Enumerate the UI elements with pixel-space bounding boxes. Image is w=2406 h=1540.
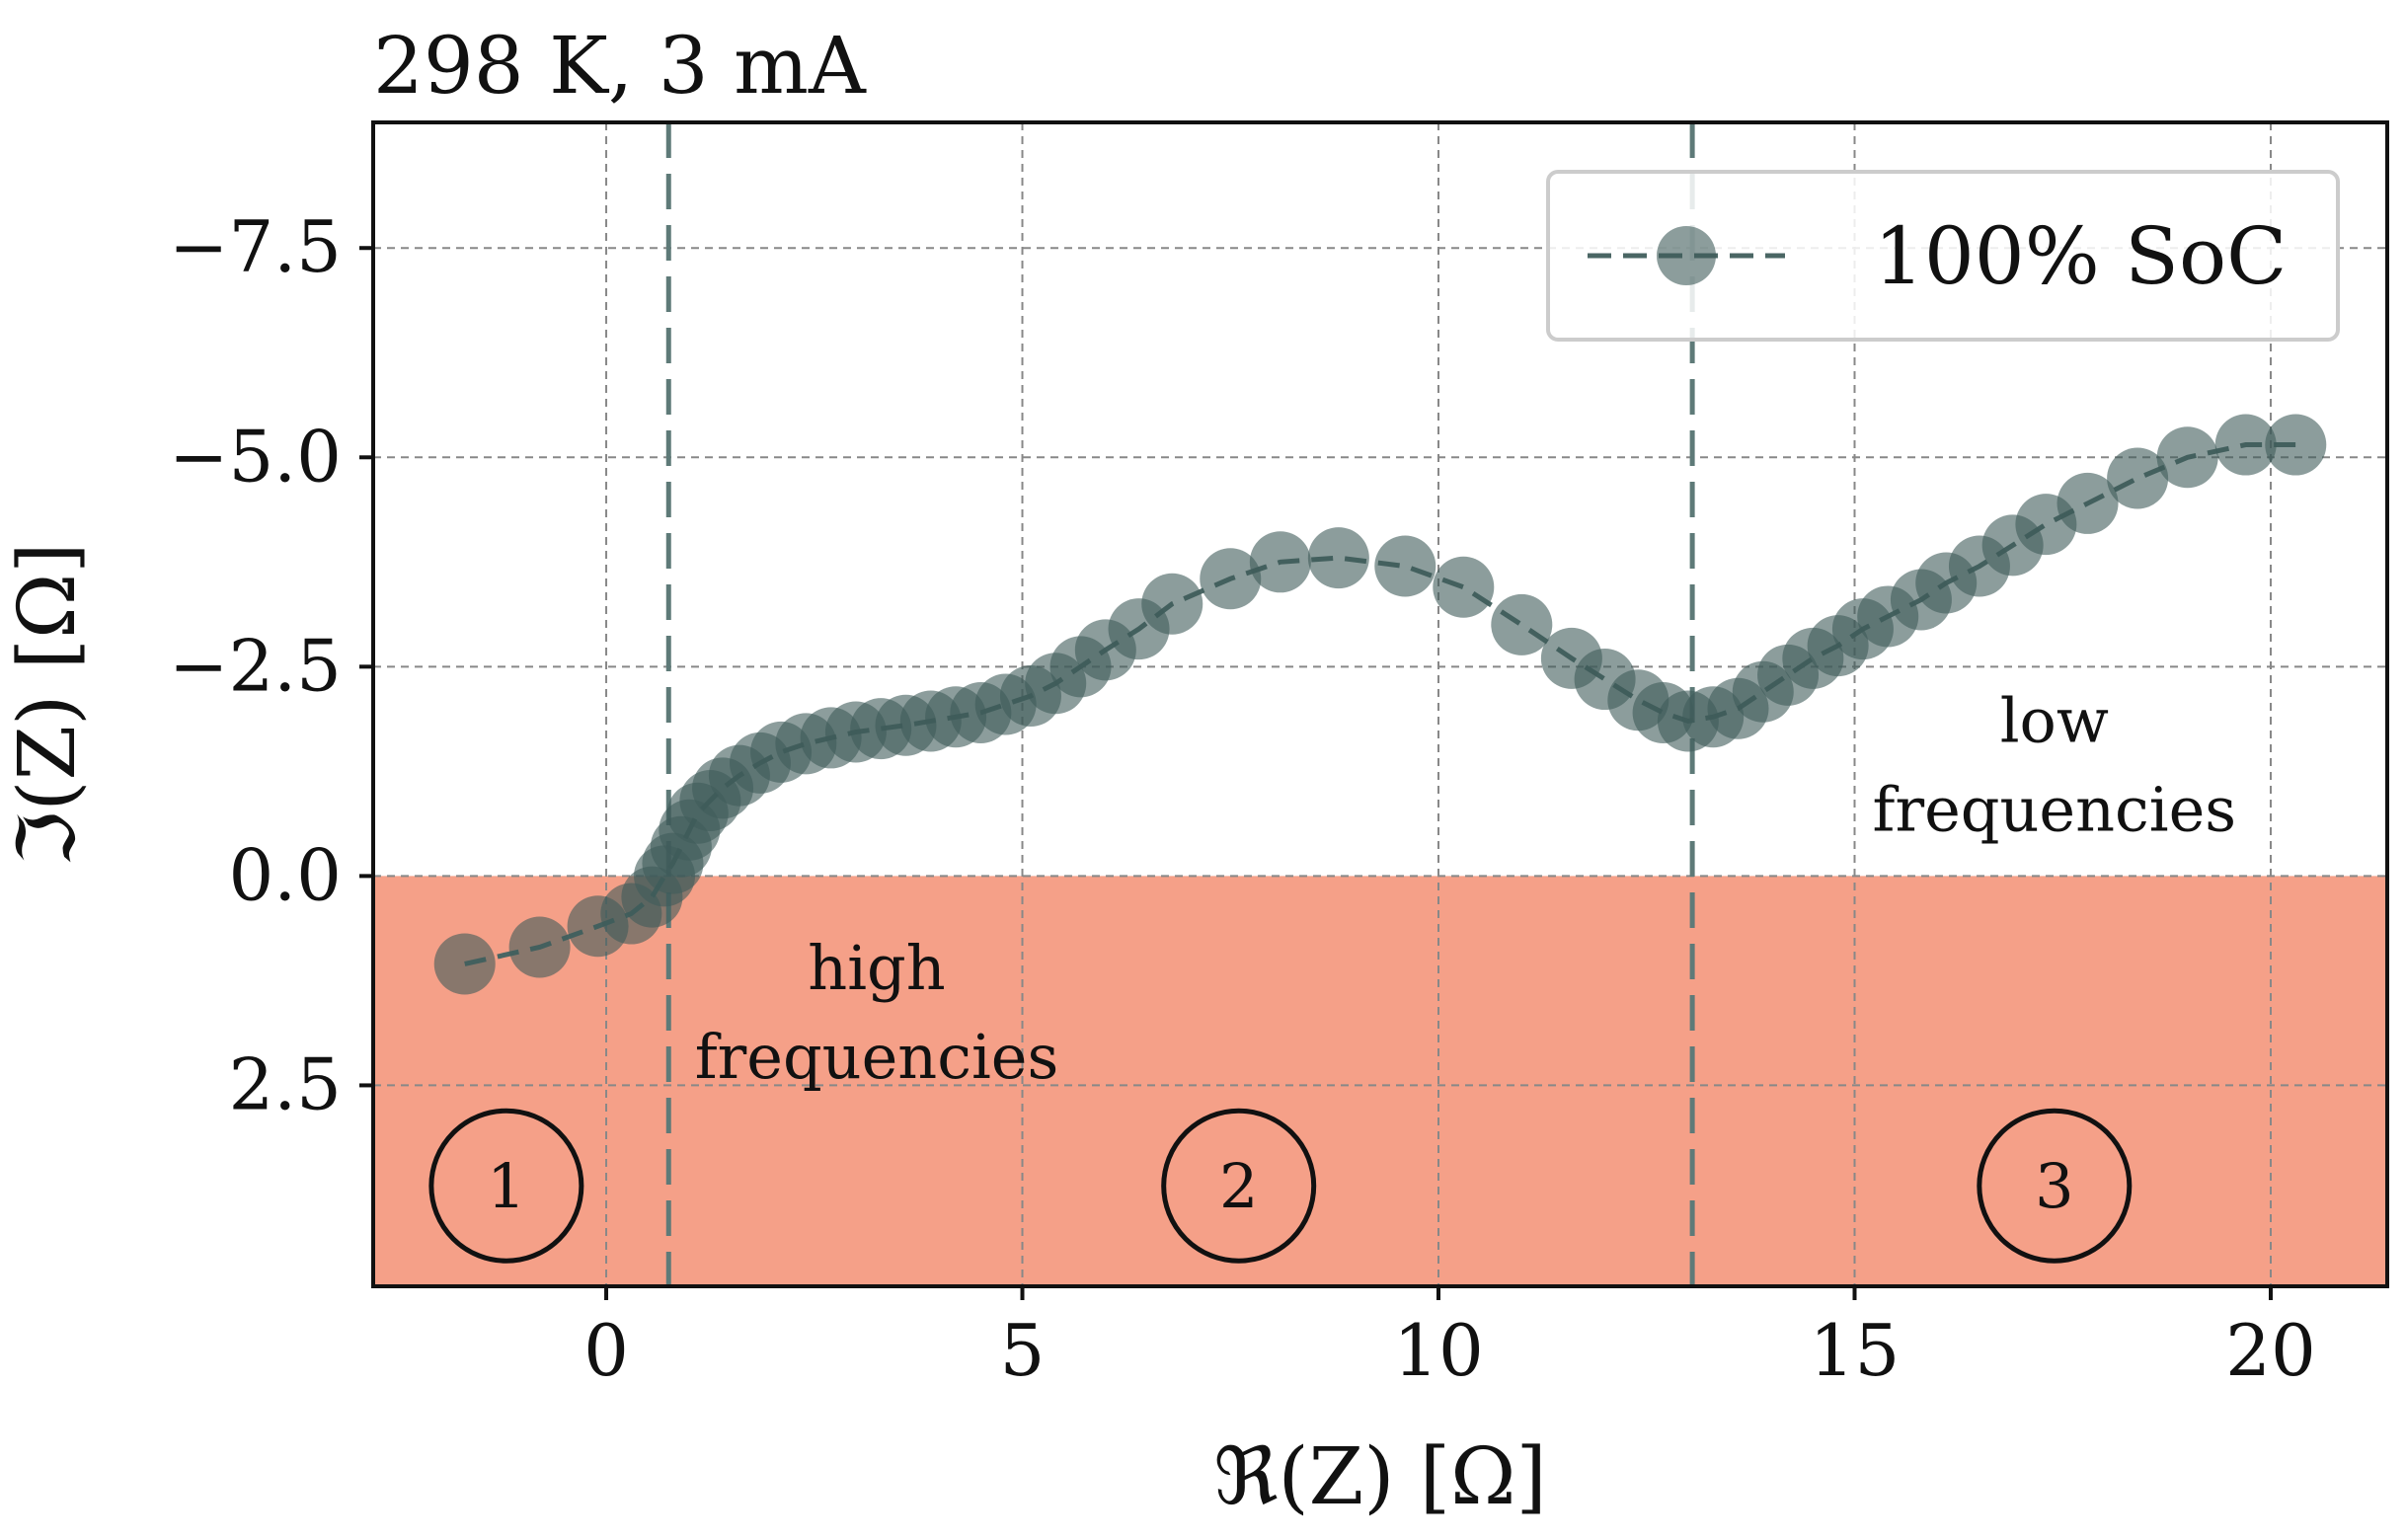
chart-title: 298 K, 3 mA	[373, 20, 867, 112]
data-point	[2156, 426, 2218, 489]
plot-frame	[371, 120, 2389, 1288]
x-axis-ticks: 0 5 10 15 20	[583, 1286, 2316, 1392]
region-marker-circle	[1161, 1108, 1317, 1264]
annotation-line: high	[808, 932, 945, 1004]
region-marker-label: 1	[487, 1150, 525, 1222]
x-tick-label: 20	[2225, 1309, 2316, 1392]
annotation-text: low frequencies	[1873, 685, 2237, 846]
data-point	[508, 916, 571, 978]
annotation-line: frequencies	[695, 1021, 1059, 1093]
y-tick-label: −2.5	[169, 624, 342, 707]
region-marker-label: 2	[1219, 1150, 1258, 1222]
series-100-soc	[433, 414, 2327, 995]
data-point	[1491, 593, 1553, 655]
region-marker-circle	[428, 1108, 584, 1264]
legend-label: 100% SoC	[1874, 210, 2287, 302]
annotation-line: frequencies	[1873, 774, 2237, 846]
y-tick-label: −7.5	[169, 205, 342, 288]
region-marker-circle	[1977, 1108, 2133, 1264]
region-marker-label: 3	[2035, 1150, 2073, 1222]
data-point	[2214, 414, 2277, 476]
x-tick-label: 10	[1393, 1309, 1484, 1392]
legend: 100% SoC	[1546, 170, 2340, 342]
y-tick-label: 0.0	[228, 833, 342, 916]
x-tick-label: 15	[1810, 1309, 1901, 1392]
data-point	[1200, 548, 1262, 610]
data-point	[1374, 535, 1436, 597]
data-point	[1141, 573, 1203, 635]
region-markers: 1 2 3	[428, 1108, 2133, 1264]
legend-box	[1546, 170, 2340, 342]
data-point	[2107, 447, 2169, 509]
y-tick-label: 2.5	[228, 1042, 342, 1125]
data-point	[1249, 531, 1311, 593]
annotation-line: low	[2000, 685, 2109, 757]
y-axis-ticks: −7.5 −5.0 −2.5 0.0 2.5	[169, 205, 373, 1125]
data-point	[2057, 472, 2119, 534]
annotation-text: high frequencies	[695, 932, 1059, 1093]
x-tick-label: 0	[583, 1309, 629, 1392]
x-axis-label: ℜ(Z) [Ω]	[1213, 1430, 1546, 1522]
legend-marker-sample	[1657, 226, 1716, 285]
data-point	[1433, 556, 1495, 618]
data-point	[433, 933, 496, 995]
annotations: high frequencies low frequencies	[695, 685, 2236, 1093]
x-tick-label: 5	[1000, 1309, 1046, 1392]
positive-imaginary-region	[373, 876, 2387, 1286]
y-tick-label: −5.0	[169, 415, 342, 498]
data-point	[1307, 527, 1369, 589]
data-point	[2265, 414, 2327, 476]
y-axis-label: ℑ(Z) [Ω]	[1, 543, 93, 867]
